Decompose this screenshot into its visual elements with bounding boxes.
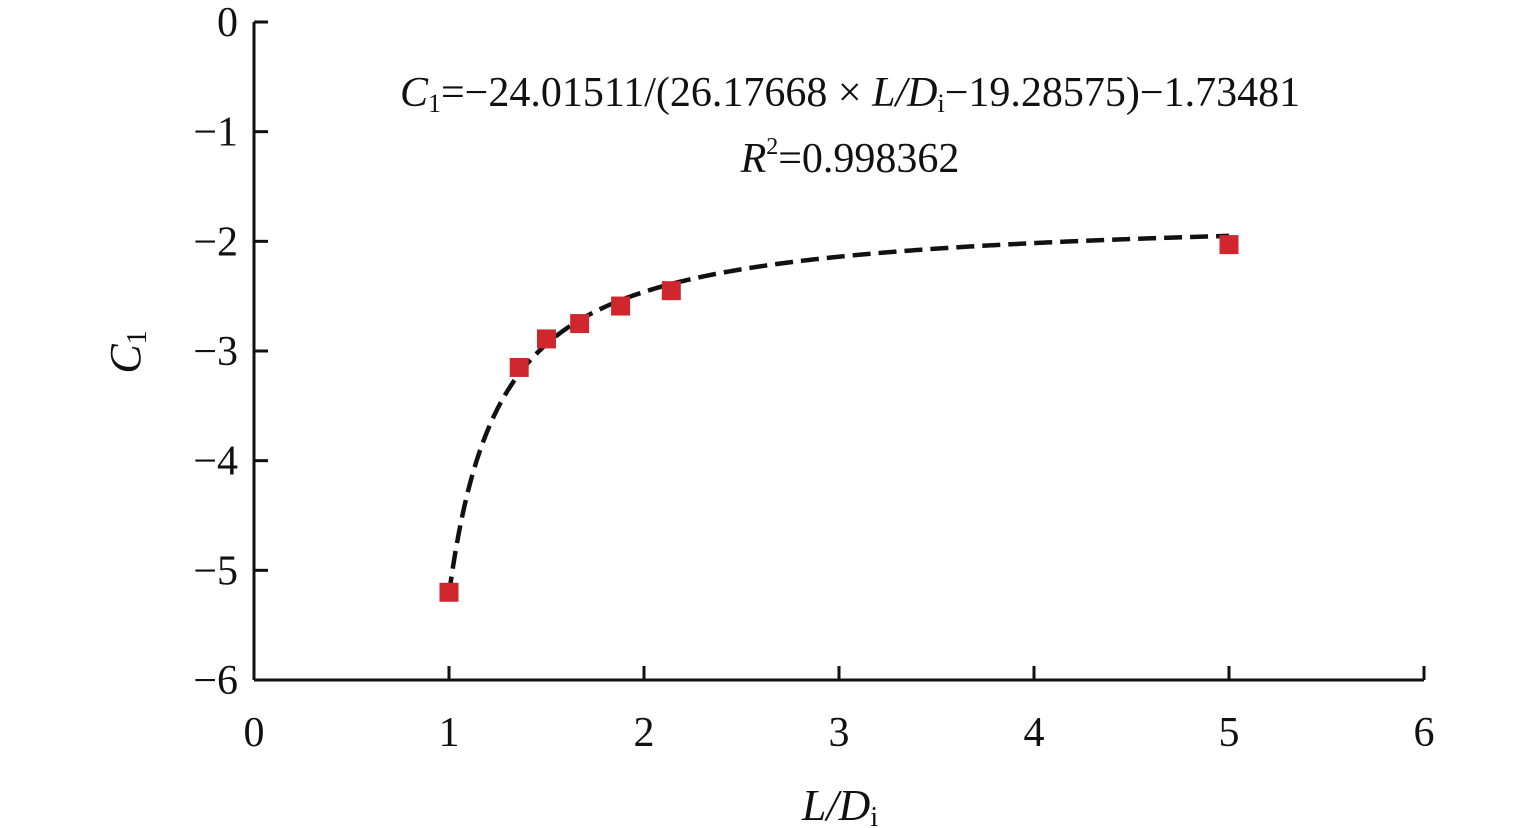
y-tick-label: −6 (193, 658, 238, 704)
x-tick-label: 5 (1219, 710, 1240, 756)
x-tick-label: 2 (634, 710, 655, 756)
x-tick-label: 4 (1024, 710, 1045, 756)
y-tick-label: −1 (193, 110, 238, 156)
ticks: 0 1 2 3 4 5 6 0 −1 −2 −3 −4 −5 −6 (193, 0, 1434, 756)
axes (252, 22, 1424, 682)
x-tick-label: 6 (1414, 710, 1435, 756)
y-tick-label: −4 (193, 439, 238, 485)
r-squared-annotation: R2=0.998362 (740, 134, 960, 182)
y-tick-label: −3 (193, 329, 238, 375)
x-tick-label: 1 (439, 710, 460, 756)
data-point (611, 296, 631, 316)
data-point (439, 582, 459, 602)
x-tick-label: 3 (829, 710, 850, 756)
equation-annotation: C1=−24.01511/(26.17668 × L/Di−19.28575)−… (400, 70, 1300, 118)
x-axis-label: L/Di (801, 781, 878, 828)
data-point (570, 314, 590, 334)
data-point (537, 329, 556, 349)
y-tick-label: −5 (193, 548, 238, 594)
data-point (1219, 235, 1239, 255)
data-point (661, 281, 681, 301)
data-points (439, 235, 1239, 602)
y-tick-label: −2 (193, 219, 238, 265)
y-axis-label: C1 (101, 330, 153, 373)
y-tick-label: 0 (217, 0, 238, 46)
fit-curve (446, 233, 1230, 595)
x-tick-label: 0 (244, 710, 265, 756)
data-point (509, 357, 529, 377)
